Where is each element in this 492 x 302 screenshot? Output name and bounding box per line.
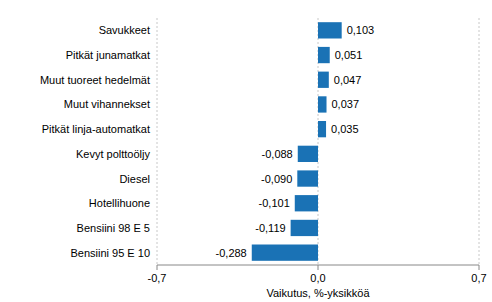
bar: [297, 170, 318, 186]
y-axis: Savukkeet Pitkät junamatkat Muut tuoreet h…: [40, 24, 151, 258]
category-label: Savukkeet: [99, 24, 150, 36]
data-label: -0,119: [255, 222, 285, 234]
category-label: Kevyt polttoöljy: [76, 148, 150, 160]
category-label: Muut tuoreet hedelmät: [40, 74, 150, 86]
x-axis-title: Vaikutus, %-yksikköä: [266, 287, 370, 299]
tick-label: -0,7: [148, 272, 167, 284]
tick-label: 0,0: [310, 272, 325, 284]
x-axis: -0,7 0,0 0,7: [148, 18, 487, 284]
data-label: 0,035: [331, 123, 359, 135]
bar: [318, 121, 326, 137]
x-axis-line: [157, 265, 479, 266]
tick-mark: [318, 265, 319, 270]
bar: [298, 146, 318, 162]
tick-label: 0,7: [471, 272, 486, 284]
data-label: 0,047: [334, 74, 362, 86]
grid-line: [157, 18, 158, 265]
bars: [252, 22, 342, 261]
chart-container: -0,7 0,0 0,7 Vaikutus, %-yksikköä Savukkeet P…: [0, 0, 492, 302]
chart: -0,7 0,0 0,7 Vaikutus, %-yksikköä Savukkeet P…: [0, 0, 492, 302]
data-label: -0,090: [261, 173, 292, 185]
data-label: -0,288: [216, 247, 247, 259]
category-label: Pitkät junamatkat: [66, 49, 150, 61]
data-label: -0,101: [259, 197, 290, 209]
category-label: Diesel: [119, 173, 150, 185]
bar: [252, 244, 318, 260]
data-label: 0,051: [335, 49, 363, 61]
bar: [318, 47, 330, 63]
data-label: 0,037: [332, 98, 360, 110]
bar: [318, 22, 342, 38]
data-label: 0,103: [347, 24, 375, 36]
category-label: Bensiini 98 E 5: [77, 222, 150, 234]
category-label: Muut vihannekset: [64, 98, 150, 110]
category-label: Pitkät linja-automatkat: [42, 123, 150, 135]
bar: [291, 220, 318, 236]
data-labels: 0,103 0,051 0,047 0,037 0,035 -0,088 -0,090 -0,…: [216, 24, 375, 258]
grid-line: [479, 18, 480, 265]
bar: [295, 195, 318, 211]
tick-mark: [157, 265, 158, 270]
data-label: -0,088: [262, 148, 293, 160]
bar: [318, 96, 327, 112]
bar: [318, 72, 329, 88]
category-label: Hotellihuone: [89, 197, 150, 209]
tick-mark: [479, 265, 480, 270]
category-label: Bensiini 95 E 10: [71, 247, 151, 259]
